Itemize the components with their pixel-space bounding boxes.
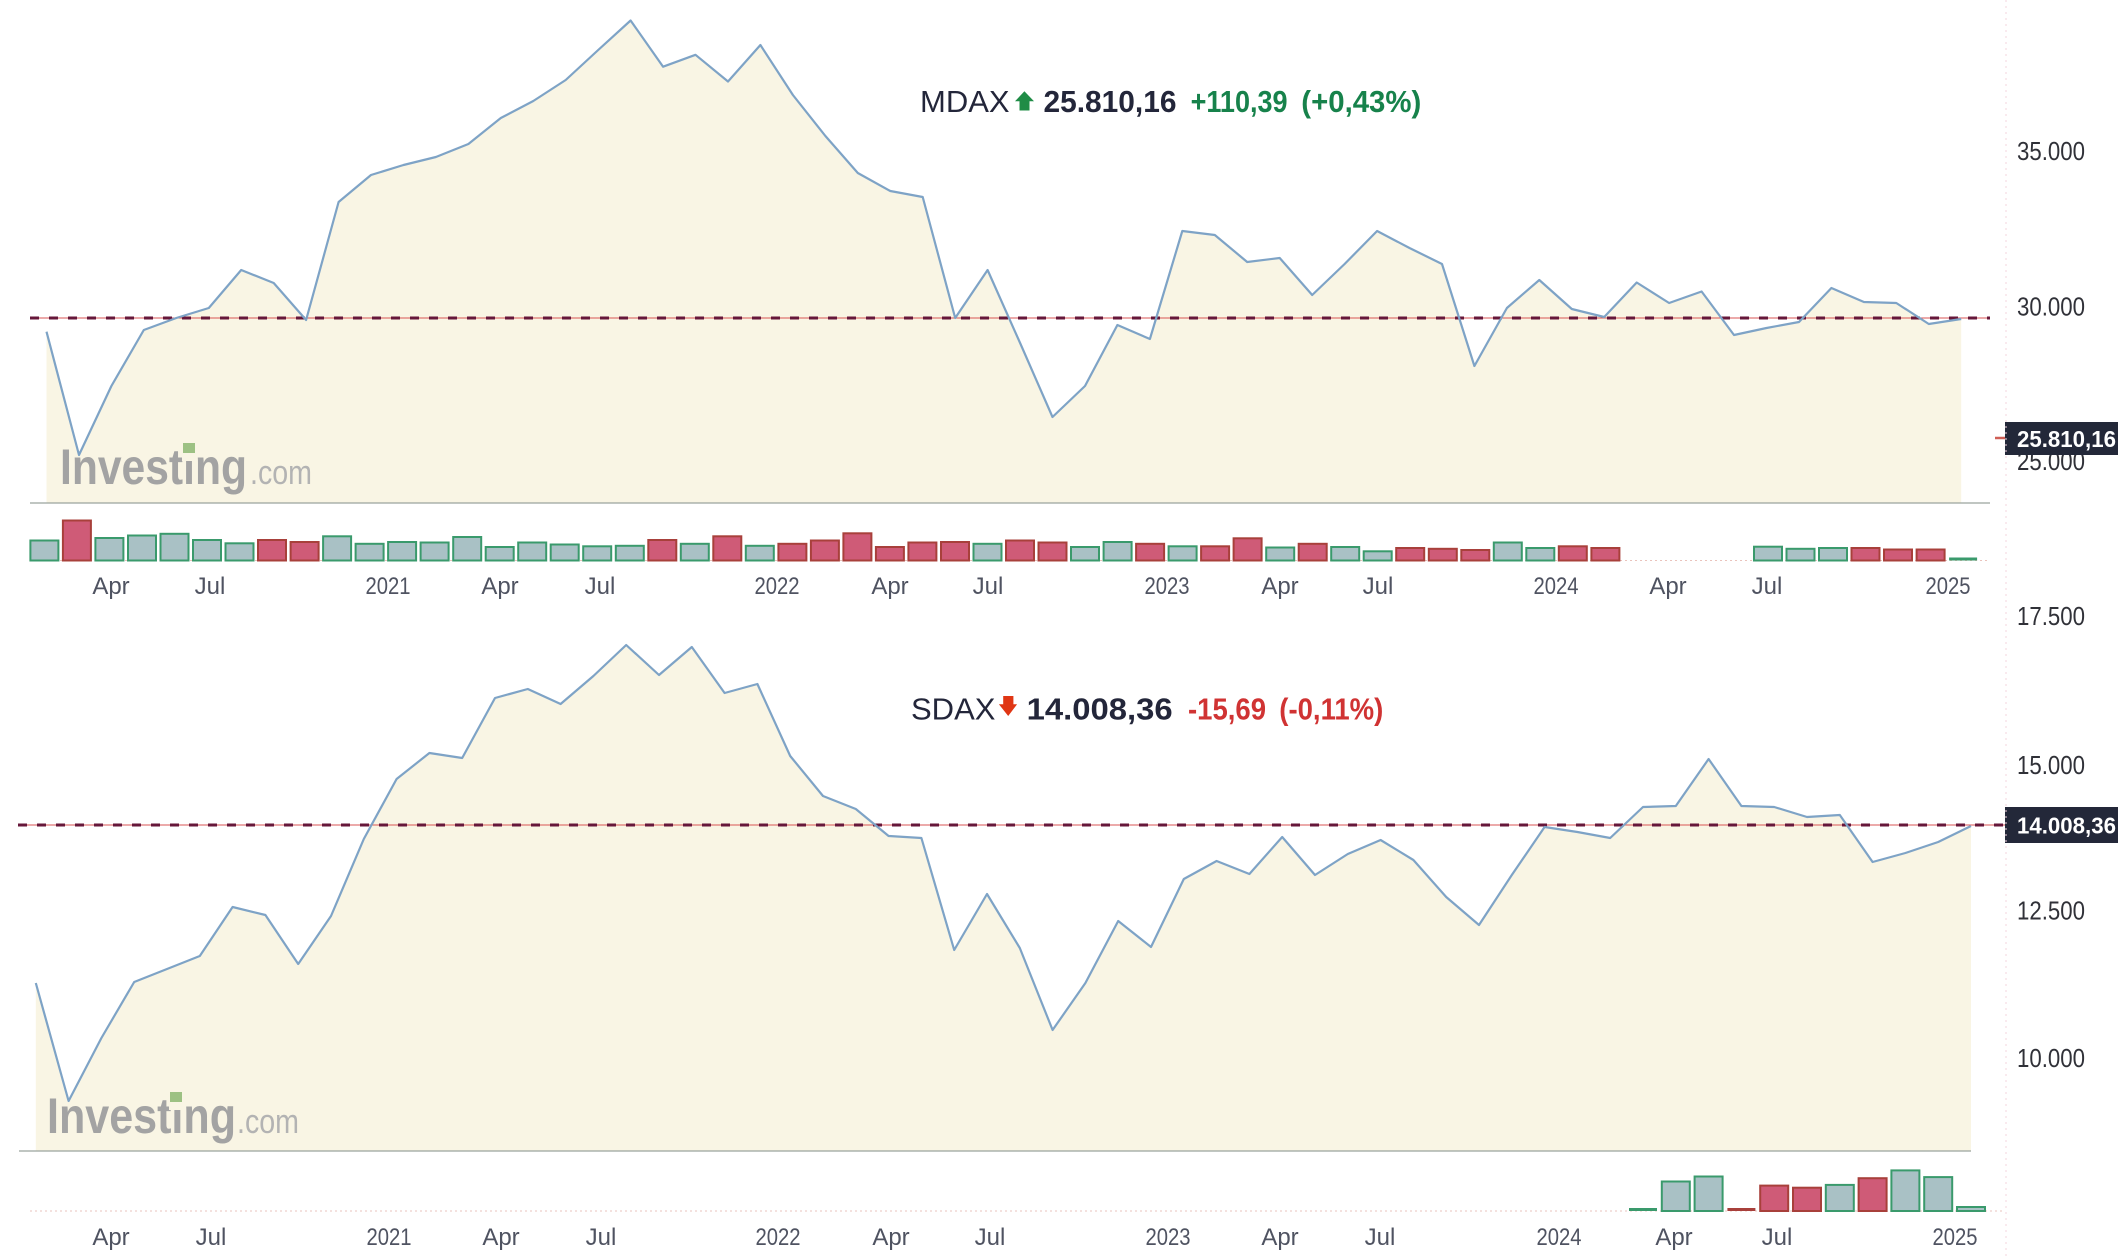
- svg-text:Apr: Apr: [871, 573, 908, 600]
- svg-text:Apr: Apr: [1261, 1224, 1298, 1251]
- svg-text:35.000: 35.000: [2017, 136, 2085, 166]
- svg-text:Jul: Jul: [975, 1224, 1006, 1251]
- svg-text:15.000: 15.000: [2017, 750, 2085, 780]
- svg-text:Apr: Apr: [92, 573, 129, 600]
- svg-text:Jul: Jul: [1752, 573, 1783, 600]
- svg-text:30.000: 30.000: [2017, 292, 2085, 322]
- svg-text:.com: .com: [237, 1103, 299, 1141]
- svg-text:25.810,16: 25.810,16: [2017, 426, 2116, 452]
- svg-text:Jul: Jul: [585, 573, 616, 600]
- svg-text:14.008,36: 14.008,36: [2017, 813, 2116, 839]
- svg-text:Jul: Jul: [586, 1224, 617, 1251]
- svg-text:10.000: 10.000: [2017, 1043, 2085, 1073]
- svg-text:Apr: Apr: [481, 573, 518, 600]
- svg-text:2022: 2022: [755, 573, 800, 600]
- svg-text:2022: 2022: [756, 1224, 801, 1251]
- svg-text:2021: 2021: [366, 573, 411, 600]
- svg-text:Jul: Jul: [973, 573, 1004, 600]
- svg-text:2025: 2025: [1926, 573, 1971, 600]
- svg-text:Jul: Jul: [1762, 1224, 1793, 1251]
- svg-text:12.500: 12.500: [2017, 896, 2085, 926]
- svg-text:2023: 2023: [1146, 1224, 1191, 1251]
- svg-text:MDAX: MDAX: [920, 84, 1010, 119]
- svg-text:Jul: Jul: [196, 1224, 227, 1251]
- svg-text:17.500: 17.500: [2017, 601, 2085, 631]
- svg-text:Investing: Investing: [60, 439, 247, 495]
- svg-text:2025: 2025: [1933, 1224, 1978, 1251]
- svg-text:.com: .com: [250, 454, 312, 492]
- svg-text:Investing: Investing: [47, 1088, 236, 1144]
- svg-text:Jul: Jul: [195, 573, 226, 600]
- svg-text:Apr: Apr: [1261, 573, 1298, 600]
- svg-text:2021: 2021: [367, 1224, 412, 1251]
- svg-text:(+0,43%): (+0,43%): [1301, 84, 1421, 119]
- svg-text:Jul: Jul: [1365, 1224, 1396, 1251]
- svg-text:Apr: Apr: [1655, 1224, 1692, 1251]
- svg-text:Apr: Apr: [1649, 573, 1686, 600]
- svg-text:2024: 2024: [1534, 573, 1579, 600]
- svg-text:14.008,36: 14.008,36: [1027, 692, 1173, 727]
- svg-text:Jul: Jul: [1363, 573, 1394, 600]
- svg-text:2023: 2023: [1145, 573, 1190, 600]
- svg-text:2024: 2024: [1537, 1224, 1582, 1251]
- svg-text:(-0,11%): (-0,11%): [1279, 692, 1383, 727]
- svg-text:25.810,16: 25.810,16: [1044, 84, 1177, 119]
- svg-text:+110,39: +110,39: [1191, 84, 1288, 119]
- svg-text:-15,69: -15,69: [1188, 692, 1266, 727]
- svg-text:Apr: Apr: [872, 1224, 909, 1251]
- svg-text:Apr: Apr: [92, 1224, 129, 1251]
- svg-text:Apr: Apr: [482, 1224, 519, 1251]
- svg-text:SDAX: SDAX: [911, 692, 996, 727]
